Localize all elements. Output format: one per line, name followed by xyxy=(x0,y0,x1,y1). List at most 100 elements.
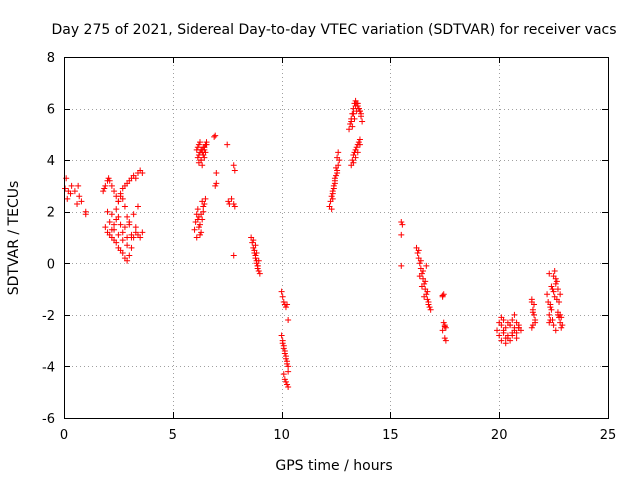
data-point xyxy=(334,154,341,161)
data-point xyxy=(64,195,71,202)
data-point xyxy=(331,175,338,182)
data-point xyxy=(552,275,559,282)
data-point xyxy=(124,257,131,264)
data-point xyxy=(356,136,363,143)
data-point xyxy=(200,203,207,210)
data-point xyxy=(228,195,235,202)
data-point xyxy=(278,288,285,295)
axis-ticks xyxy=(64,57,609,419)
data-point xyxy=(496,319,503,326)
data-point xyxy=(281,376,288,383)
data-point xyxy=(415,247,422,254)
y-tick-label: 8 xyxy=(47,51,55,66)
data-point xyxy=(113,239,120,246)
x-tick-label: 0 xyxy=(60,428,68,443)
data-point xyxy=(230,200,237,207)
data-point xyxy=(194,144,201,151)
data-point xyxy=(528,296,535,303)
data-points xyxy=(62,97,566,391)
data-point xyxy=(278,332,285,339)
data-point xyxy=(199,162,206,169)
data-point xyxy=(282,378,289,385)
data-point xyxy=(352,154,359,161)
data-point xyxy=(502,340,509,347)
data-point xyxy=(119,195,126,202)
data-point xyxy=(67,190,74,197)
data-point xyxy=(280,345,287,352)
data-point xyxy=(557,291,564,298)
data-point xyxy=(549,286,556,293)
data-point xyxy=(224,141,231,148)
data-point xyxy=(426,304,433,311)
data-point xyxy=(68,182,75,189)
data-point xyxy=(511,311,518,318)
data-point xyxy=(502,335,509,342)
data-point xyxy=(284,360,291,367)
x-tick-label: 10 xyxy=(273,428,290,443)
data-point xyxy=(106,219,113,226)
y-tick-label: 4 xyxy=(47,154,55,169)
data-point xyxy=(132,175,139,182)
y-tick-label: 6 xyxy=(47,103,55,118)
data-point xyxy=(100,188,107,195)
data-point xyxy=(548,306,555,313)
data-point xyxy=(104,208,111,215)
data-point xyxy=(440,291,447,298)
data-point xyxy=(399,221,406,228)
data-point xyxy=(279,340,286,347)
data-point xyxy=(285,363,292,370)
data-point xyxy=(74,200,81,207)
data-point xyxy=(441,335,448,342)
data-point xyxy=(440,319,447,326)
data-point xyxy=(550,322,557,329)
data-point xyxy=(355,139,362,146)
data-point xyxy=(348,118,355,125)
data-point xyxy=(351,115,358,122)
data-point xyxy=(550,288,557,295)
data-point xyxy=(198,229,205,236)
data-point xyxy=(442,337,449,344)
data-point xyxy=(78,198,85,205)
data-point xyxy=(255,257,262,264)
data-point xyxy=(529,309,536,316)
data-point xyxy=(330,185,337,192)
data-point xyxy=(197,231,203,238)
data-point xyxy=(194,216,201,223)
data-point xyxy=(124,213,131,220)
data-point xyxy=(195,224,202,231)
data-point xyxy=(504,319,511,326)
data-point xyxy=(285,384,292,391)
data-point xyxy=(230,162,237,169)
grid xyxy=(64,57,608,418)
data-point xyxy=(427,306,434,313)
data-point xyxy=(71,188,78,195)
y-tick-label: -6 xyxy=(42,412,55,427)
data-point xyxy=(328,193,335,200)
data-point xyxy=(134,203,141,210)
data-point xyxy=(137,234,144,241)
data-point xyxy=(203,141,210,148)
data-point xyxy=(197,139,203,146)
data-point xyxy=(498,337,505,344)
data-point xyxy=(548,283,555,290)
data-point xyxy=(532,317,539,324)
data-point xyxy=(329,190,336,197)
data-point xyxy=(198,157,205,164)
data-point xyxy=(349,123,356,130)
data-point xyxy=(356,141,363,148)
data-point xyxy=(282,304,289,311)
data-point xyxy=(198,211,205,218)
data-point xyxy=(284,301,291,308)
data-point xyxy=(333,164,339,171)
data-point xyxy=(507,337,514,344)
data-point xyxy=(126,252,133,259)
data-point xyxy=(255,268,262,275)
data-point xyxy=(556,298,563,305)
data-point xyxy=(280,298,287,305)
data-point xyxy=(333,172,339,179)
data-point xyxy=(231,203,238,210)
data-point xyxy=(225,198,232,205)
data-point xyxy=(398,219,405,226)
data-point xyxy=(422,278,429,285)
data-point xyxy=(355,105,362,112)
